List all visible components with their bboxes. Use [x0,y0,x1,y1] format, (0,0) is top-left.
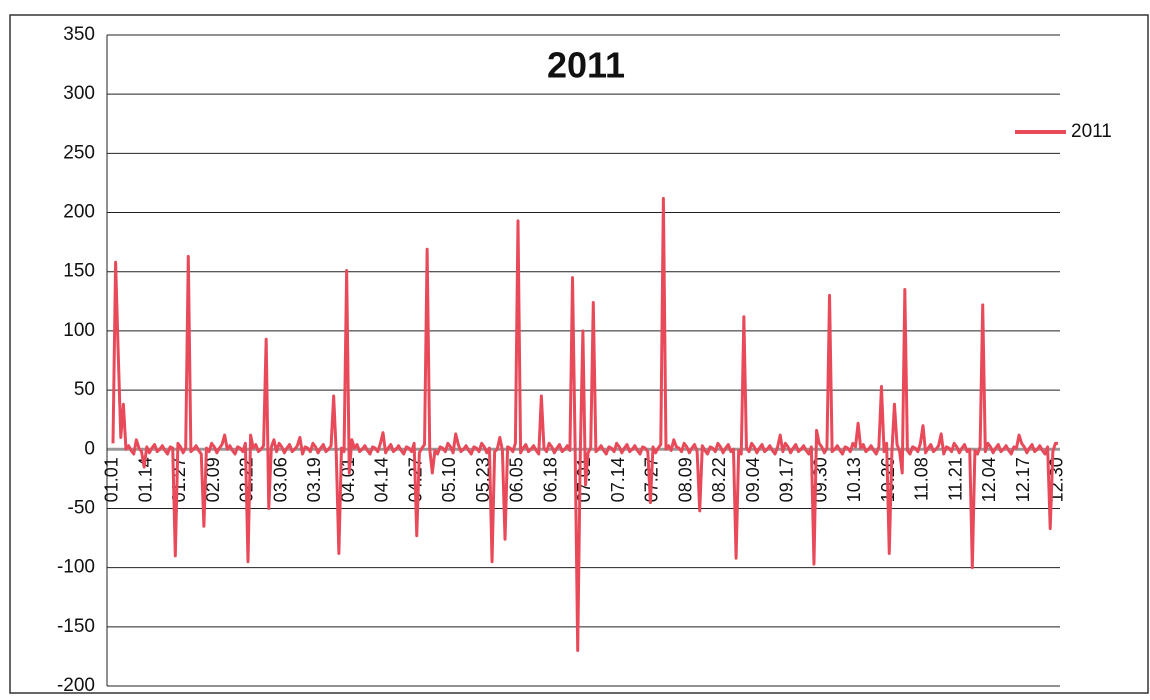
x-tick-label: 03.19 [304,457,324,502]
x-tick-label: 01.01 [102,457,122,502]
y-tick-label: -100 [57,557,95,578]
x-tick-label: 12.04 [979,457,999,502]
y-tick-label: -150 [57,616,95,637]
x-tick-label: 11.21 [946,457,966,501]
x-tick-label: 12.17 [1013,457,1033,502]
x-tick-label: 09.04 [743,457,763,502]
data-line [111,196,1058,652]
y-tick-label: 200 [63,202,95,223]
y-tick-label: 0 [84,438,95,459]
y-tick-label: 350 [63,24,95,45]
y-tick-label: -50 [68,497,95,518]
y-tick-label: 50 [74,379,95,400]
y-tick-label: 150 [63,261,95,282]
x-tick-label: 05.23 [473,457,493,502]
x-tick-label: 07.14 [608,457,628,502]
y-tick-label: 100 [63,320,95,341]
chart-title: 2011 [547,45,625,86]
x-tick-label: 08.09 [676,457,696,502]
x-tick-label: 04.01 [338,457,358,502]
x-tick-label: 03.06 [271,457,291,502]
x-tick-label: 11.08 [912,457,932,501]
x-tick-label: 06.18 [541,457,561,502]
legend-label: 2011 [1071,121,1112,142]
x-tick-label: 09.17 [777,457,797,502]
y-tick-label: 250 [63,142,95,163]
x-tick-label: 10.13 [844,457,864,502]
x-tick-label: 08.22 [709,457,729,502]
chart-frame [9,14,1149,694]
x-tick-label: 01.14 [136,457,156,502]
x-tick-label: 05.10 [439,457,459,502]
x-tick-label: 04.14 [372,457,392,502]
y-tick-label: -200 [57,675,95,695]
y-tick-label: 300 [63,83,95,104]
x-tick-label: 02.09 [203,457,223,502]
x-tick-label: 06.05 [507,457,527,502]
